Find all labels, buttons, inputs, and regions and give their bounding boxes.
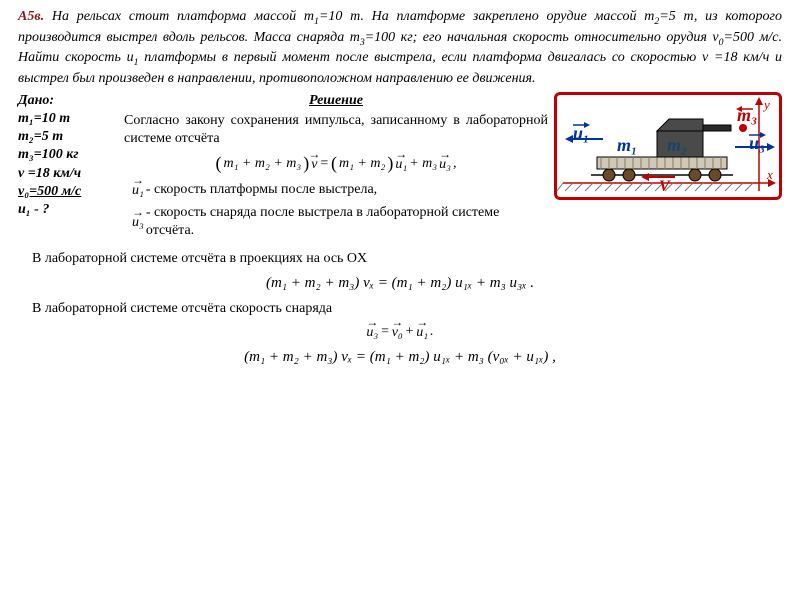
eq1-comma: , [453, 155, 457, 173]
eq1-m12: m₁ + m₂ [339, 155, 385, 173]
given-block: Дано: m₁=10 т m₂=5 т m₃=100 кг v =18 км/… [18, 92, 118, 219]
y-axis-label: y [762, 97, 770, 112]
eq3-v0: v₀ [392, 322, 403, 342]
s3-txt: - скорость снаряда после выстрела в лабо… [146, 204, 548, 240]
V-label: V [659, 178, 671, 195]
diagram: y x [554, 92, 782, 200]
eq1-pl: + m₃ [409, 155, 437, 173]
s2: u₁ - скорость платформы после выстрела, [124, 180, 548, 200]
dano-l4: v =18 км/ч [18, 165, 118, 183]
diagram-svg: y x [557, 95, 779, 197]
m3-label: m₃ [737, 105, 757, 125]
x-axis-label: x [766, 167, 773, 182]
u3-label: u₃ [749, 133, 765, 153]
task-number: А5в. [18, 9, 44, 24]
eq1-v: v [311, 154, 317, 174]
m1-label: m₁ [617, 135, 637, 155]
dano-l2: m₂=5 т [18, 128, 118, 146]
s2-u1: u₁ [132, 180, 144, 200]
ps-t2: =10 т. На платформе закреплено орудие ма… [319, 9, 654, 24]
eq1-eq: = [320, 155, 329, 173]
solution-block: Решение Согласно закону сохранения импул… [124, 92, 548, 245]
ps-t4: =100 кг; его начальная скорость относите… [365, 30, 719, 45]
s3-u3: u₃ [132, 212, 144, 232]
content-row: Дано: m₁=10 т m₂=5 т m₃=100 кг v =18 км/… [18, 92, 782, 245]
m2-label: m₂ [667, 135, 687, 155]
s3: u₃ - скорость снаряда после выстрела в л… [124, 204, 548, 240]
eq3-dot: . [430, 323, 434, 341]
sol-s1: Согласно закону сохранения импульса, зап… [124, 112, 548, 148]
eq1-m123: m₁ + m₂ + m₃ [223, 155, 301, 173]
eq4: (m₁ + m₂ + m₃) vₓ = (m₁ + m₂) u₁ₓ + m₃ (… [18, 348, 782, 368]
eq3: u₃ = v₀ + u₁ . [18, 322, 782, 342]
eq3-u1: u₁ [416, 322, 428, 342]
eq3-eq: = [380, 323, 389, 341]
eq1-o1: ( [215, 152, 221, 175]
eq1: ( m₁ + m₂ + m₃ ) v = ( m₁ + m₂ ) u₁ + m₃… [124, 152, 548, 175]
dano-title: Дано: [18, 92, 118, 110]
solution-title: Решение [124, 92, 548, 110]
ps-t1: На рельсах стоит платформа массой m [44, 9, 314, 24]
eq1-o2: ( [331, 152, 337, 175]
eq1-c2: ) [387, 152, 393, 175]
eq2: (m₁ + m₂ + m₃) vₓ = (m₁ + m₂) u₁ₓ + m₃ u… [18, 274, 782, 294]
problem-statement: А5в. На рельсах стоит платформа массой m… [18, 8, 782, 88]
dano-l1: m₁=10 т [18, 110, 118, 128]
s2-txt: - скорость платформы после выстрела, [146, 181, 377, 199]
eq1-u1: u₁ [395, 154, 407, 174]
sol-s4: В лабораторной системе отсчёта в проекци… [18, 250, 782, 268]
dano-find: u₁ - ? [18, 201, 118, 219]
u1-label: u₁ [573, 123, 589, 143]
eq1-u3: u₃ [439, 154, 451, 174]
eq3-pl: + [405, 323, 414, 341]
dano-l5: v₀=500 м/с [18, 183, 118, 201]
eq3-u3: u₃ [366, 322, 378, 342]
dano-l3: m₃=100 кг [18, 146, 118, 164]
